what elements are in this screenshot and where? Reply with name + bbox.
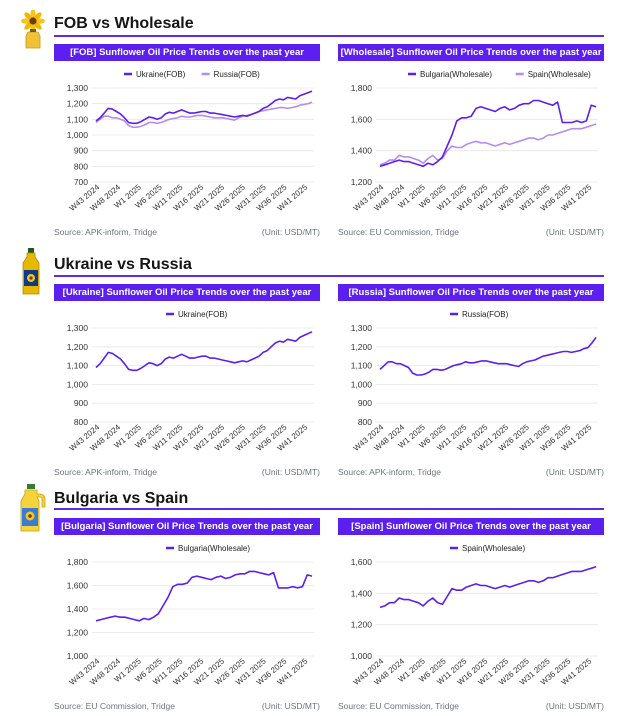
section-title: FOB vs Wholesale — [54, 15, 194, 32]
y-tick-label: 1,300 — [67, 83, 89, 93]
panel-title: [Russia] Sunflower Oil Price Trends over… — [338, 284, 604, 301]
section-divider — [54, 275, 604, 277]
y-tick-label: 1,800 — [67, 557, 89, 567]
y-tick-label: 1,200 — [351, 342, 373, 352]
y-tick-label: 900 — [74, 146, 88, 156]
y-tick-label: 700 — [74, 177, 88, 187]
source-text: Source: EU Commission, Tridge — [54, 701, 175, 711]
series-line — [379, 336, 597, 376]
series-line — [95, 331, 313, 372]
sunflower-icon — [20, 9, 46, 50]
y-tick-label: 1,200 — [67, 628, 89, 638]
source-text: Source: EU Commission, Tridge — [338, 701, 459, 711]
section-divider — [54, 508, 604, 510]
series-line — [379, 565, 597, 609]
legend-label: Ukraine(FOB) — [136, 70, 186, 79]
unit-text: (Unit: USD/MT) — [545, 701, 604, 711]
y-tick-label: 1,600 — [351, 557, 373, 567]
y-tick-label: 1,300 — [351, 323, 373, 333]
y-tick-label: 1,200 — [67, 99, 89, 109]
panel-russia: [Russia] Sunflower Oil Price Trends over… — [338, 284, 604, 479]
section-ukraine-vs-russia: Ukraine vs Russia — [0, 240, 608, 480]
legend-label: Russia(FOB) — [462, 310, 509, 319]
y-tick-label: 1,100 — [351, 361, 373, 371]
panel-fob: [FOB] Sunflower Oil Price Trends over th… — [54, 44, 320, 239]
series-line — [95, 90, 313, 125]
panel-title: [Spain] Sunflower Oil Price Trends over … — [338, 518, 604, 535]
series-line — [95, 101, 313, 129]
y-tick-label: 800 — [74, 161, 88, 171]
series-line — [379, 123, 597, 166]
y-tick-label: 1,100 — [67, 361, 89, 371]
panel-title: [Bulgaria] Sunflower Oil Price Trends ov… — [54, 518, 320, 535]
source-text: Source: APK-inform, Tridge — [338, 467, 441, 477]
unit-text: (Unit: USD/MT) — [545, 227, 604, 237]
y-tick-label: 1,300 — [67, 323, 89, 333]
source-text: Source: APK-inform, Tridge — [54, 467, 157, 477]
y-tick-label: 1,800 — [351, 83, 373, 93]
legend-label: Bulgaria(Wholesale) — [178, 544, 250, 553]
legend-label: Ukraine(FOB) — [178, 310, 228, 319]
series-line — [379, 99, 597, 168]
section-title: Ukraine vs Russia — [54, 256, 192, 273]
section-fob-vs-wholesale: FOB vs Wholesale — [0, 0, 608, 240]
y-tick-label: 1,000 — [67, 379, 89, 389]
y-tick-label: 1,400 — [67, 604, 89, 614]
y-tick-label: 1,400 — [351, 146, 373, 156]
y-tick-label: 900 — [74, 398, 88, 408]
panel-title: [Ukraine] Sunflower Oil Price Trends ove… — [54, 284, 320, 301]
oil-jug-icon — [18, 484, 48, 534]
unit-text: (Unit: USD/MT) — [261, 227, 320, 237]
y-tick-label: 800 — [358, 417, 372, 427]
legend-label: Russia(FOB) — [214, 70, 261, 79]
unit-text: (Unit: USD/MT) — [261, 467, 320, 477]
y-tick-label: 1,000 — [351, 379, 373, 389]
unit-text: (Unit: USD/MT) — [261, 701, 320, 711]
panel-title: [Wholesale] Sunflower Oil Price Trends o… — [338, 44, 604, 61]
oil-bottle-icon — [20, 248, 42, 296]
y-tick-label: 1,100 — [67, 114, 89, 124]
y-tick-label: 1,600 — [351, 114, 373, 124]
section-divider — [54, 35, 604, 37]
section-bulgaria-vs-spain: Bulgaria vs Spain — [0, 480, 608, 716]
panel-ukraine: [Ukraine] Sunflower Oil Price Trends ove… — [54, 284, 320, 479]
legend-label: Spain(Wholesale) — [462, 544, 525, 553]
y-tick-label: 1,400 — [351, 588, 373, 598]
panel-bulgaria: [Bulgaria] Sunflower Oil Price Trends ov… — [54, 518, 320, 713]
y-tick-label: 1,000 — [351, 651, 373, 661]
legend-label: Bulgaria(Wholesale) — [420, 70, 492, 79]
section-title: Bulgaria vs Spain — [54, 490, 189, 507]
panel-title: [FOB] Sunflower Oil Price Trends over th… — [54, 44, 320, 61]
y-tick-label: 900 — [358, 398, 372, 408]
y-tick-label: 1,200 — [351, 620, 373, 630]
unit-text: (Unit: USD/MT) — [545, 467, 604, 477]
y-tick-label: 1,000 — [67, 130, 89, 140]
panel-spain: [Spain] Sunflower Oil Price Trends over … — [338, 518, 604, 713]
series-line — [95, 570, 313, 622]
source-text: Source: EU Commission, Tridge — [338, 227, 459, 237]
y-tick-label: 1,200 — [67, 342, 89, 352]
panel-wholesale: [Wholesale] Sunflower Oil Price Trends o… — [338, 44, 604, 239]
legend-label: Spain(Wholesale) — [528, 70, 591, 79]
y-tick-label: 800 — [74, 417, 88, 427]
y-tick-label: 1,600 — [67, 581, 89, 591]
source-text: Source: APK-inform, Tridge — [54, 227, 157, 237]
y-tick-label: 1,200 — [351, 177, 373, 187]
y-tick-label: 1,000 — [67, 651, 89, 661]
